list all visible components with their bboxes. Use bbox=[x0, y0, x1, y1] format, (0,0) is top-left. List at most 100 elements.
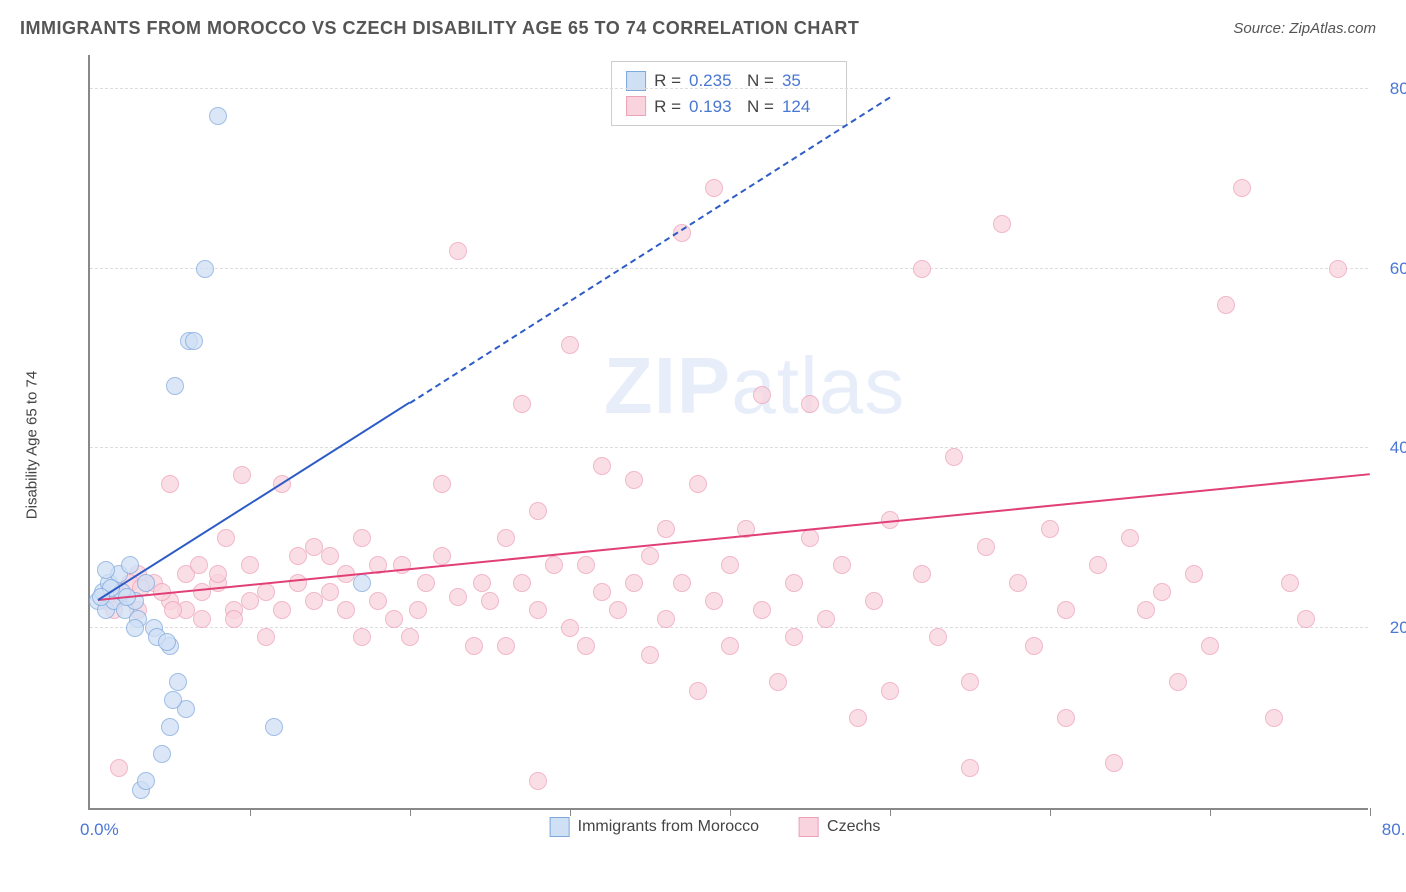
morocco-marker bbox=[353, 574, 371, 592]
legend-item-czech: Czechs bbox=[799, 817, 880, 837]
czech-marker bbox=[1185, 565, 1203, 583]
czech-marker bbox=[1233, 179, 1251, 197]
morocco-marker bbox=[121, 556, 139, 574]
czech-marker bbox=[657, 520, 675, 538]
czech-marker bbox=[257, 583, 275, 601]
legend-swatch-czech bbox=[799, 817, 819, 837]
czech-marker bbox=[289, 547, 307, 565]
czech-marker bbox=[193, 610, 211, 628]
czech-marker bbox=[385, 610, 403, 628]
watermark: ZIPatlas bbox=[604, 340, 905, 432]
czech-marker bbox=[161, 475, 179, 493]
source-attribution: Source: ZipAtlas.com bbox=[1233, 20, 1376, 38]
y-tick-label: 60.0% bbox=[1378, 259, 1406, 279]
czech-marker bbox=[241, 556, 259, 574]
czech-marker bbox=[881, 682, 899, 700]
czech-marker bbox=[1025, 637, 1043, 655]
czech-marker bbox=[193, 583, 211, 601]
czech-marker bbox=[721, 637, 739, 655]
czech-marker bbox=[1217, 296, 1235, 314]
czech-marker bbox=[401, 628, 419, 646]
legend-n-morocco: 35 bbox=[782, 68, 832, 94]
source-prefix: Source: bbox=[1233, 20, 1289, 37]
morocco-marker bbox=[137, 772, 155, 790]
czech-marker bbox=[721, 556, 739, 574]
czech-marker bbox=[689, 682, 707, 700]
czech-marker bbox=[705, 592, 723, 610]
morocco-marker bbox=[97, 561, 115, 579]
czech-marker bbox=[273, 601, 291, 619]
y-tick-label: 80.0% bbox=[1378, 79, 1406, 99]
morocco-marker bbox=[158, 633, 176, 651]
morocco-marker bbox=[265, 718, 283, 736]
czech-marker bbox=[673, 574, 691, 592]
legend-item-morocco: Immigrants from Morocco bbox=[550, 817, 759, 837]
morocco-marker bbox=[153, 745, 171, 763]
czech-marker bbox=[833, 556, 851, 574]
x-max-label: 80.0% bbox=[1382, 820, 1406, 840]
legend-r-label: R = bbox=[654, 94, 681, 120]
czech-marker bbox=[433, 475, 451, 493]
czech-marker bbox=[1265, 709, 1283, 727]
czech-marker bbox=[217, 529, 235, 547]
x-tick bbox=[1050, 808, 1051, 816]
czech-marker bbox=[393, 556, 411, 574]
czech-marker bbox=[641, 646, 659, 664]
legend-stats-row-morocco: R = 0.235 N = 35 bbox=[626, 68, 832, 94]
y-tick-label: 40.0% bbox=[1378, 438, 1406, 458]
czech-marker bbox=[289, 574, 307, 592]
czech-marker bbox=[529, 601, 547, 619]
czech-marker bbox=[497, 529, 515, 547]
czech-marker bbox=[945, 448, 963, 466]
x-tick bbox=[1370, 808, 1371, 816]
morocco-marker bbox=[185, 332, 203, 350]
legend-r-czech: 0.193 bbox=[689, 94, 739, 120]
legend-stats-row-czech: R = 0.193 N = 124 bbox=[626, 94, 832, 120]
czech-marker bbox=[497, 637, 515, 655]
y-axis-label: Disability Age 65 to 74 bbox=[24, 371, 41, 519]
czech-marker bbox=[481, 592, 499, 610]
legend-stats: R = 0.235 N = 35 R = 0.193 N = 124 bbox=[611, 61, 847, 126]
czech-marker bbox=[233, 466, 251, 484]
legend-n-label: N = bbox=[747, 94, 774, 120]
czech-marker bbox=[1041, 520, 1059, 538]
morocco-trendline-extrapolated bbox=[409, 96, 890, 403]
czech-marker bbox=[337, 601, 355, 619]
x-tick bbox=[890, 808, 891, 816]
czech-marker bbox=[705, 179, 723, 197]
czech-marker bbox=[513, 574, 531, 592]
x-tick bbox=[1210, 808, 1211, 816]
czech-marker bbox=[753, 386, 771, 404]
czech-marker bbox=[785, 574, 803, 592]
legend-n-czech: 124 bbox=[782, 94, 832, 120]
czech-marker bbox=[961, 673, 979, 691]
x-tick bbox=[250, 808, 251, 816]
czech-marker bbox=[409, 601, 427, 619]
czech-marker bbox=[1009, 574, 1027, 592]
gridline bbox=[90, 88, 1368, 89]
legend-bottom: Immigrants from Morocco Czechs bbox=[550, 817, 881, 837]
czech-marker bbox=[449, 588, 467, 606]
source-name: ZipAtlas.com bbox=[1289, 20, 1376, 37]
czech-marker bbox=[513, 395, 531, 413]
scatter-plot: ZIPatlas R = 0.235 N = 35 R = 0.193 N = … bbox=[88, 55, 1368, 810]
czech-marker bbox=[321, 547, 339, 565]
morocco-marker bbox=[164, 691, 182, 709]
legend-r-morocco: 0.235 bbox=[689, 68, 739, 94]
czech-marker bbox=[1281, 574, 1299, 592]
czech-marker bbox=[209, 565, 227, 583]
czech-marker bbox=[753, 601, 771, 619]
czech-marker bbox=[1137, 601, 1155, 619]
czech-marker bbox=[785, 628, 803, 646]
x-tick bbox=[410, 808, 411, 816]
morocco-marker bbox=[169, 673, 187, 691]
x-origin-label: 0.0% bbox=[80, 820, 119, 840]
czech-marker bbox=[1169, 673, 1187, 691]
czech-marker bbox=[1201, 637, 1219, 655]
czech-marker bbox=[1089, 556, 1107, 574]
czech-marker bbox=[849, 709, 867, 727]
czech-marker bbox=[257, 628, 275, 646]
czech-marker bbox=[913, 565, 931, 583]
czech-marker bbox=[305, 592, 323, 610]
czech-marker bbox=[321, 583, 339, 601]
